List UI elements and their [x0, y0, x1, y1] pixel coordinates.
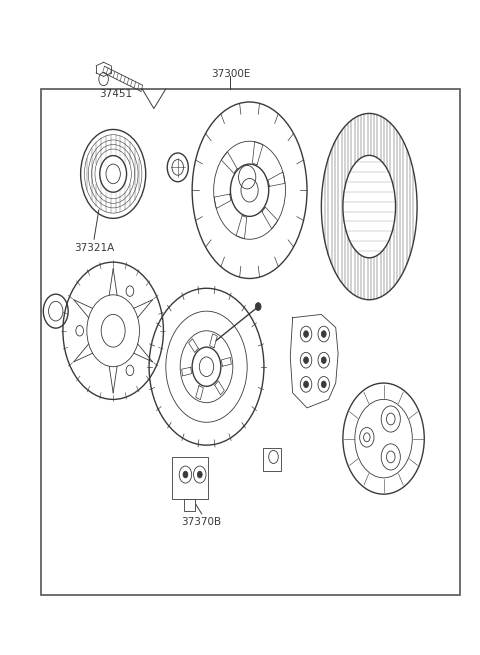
Bar: [41, 89, 460, 595]
Circle shape: [304, 357, 309, 364]
Circle shape: [197, 472, 202, 478]
Text: 37300E: 37300E: [211, 69, 250, 79]
Circle shape: [322, 357, 326, 364]
Circle shape: [304, 381, 309, 388]
Bar: [183, 498, 195, 510]
Circle shape: [304, 331, 309, 337]
Circle shape: [322, 381, 326, 388]
Circle shape: [322, 331, 326, 337]
Circle shape: [255, 303, 261, 310]
Bar: [263, 449, 281, 472]
Text: 37370B: 37370B: [181, 517, 222, 527]
Circle shape: [183, 472, 188, 478]
Text: 37321A: 37321A: [74, 242, 114, 253]
Bar: [172, 457, 208, 499]
Text: 37451: 37451: [99, 89, 132, 99]
